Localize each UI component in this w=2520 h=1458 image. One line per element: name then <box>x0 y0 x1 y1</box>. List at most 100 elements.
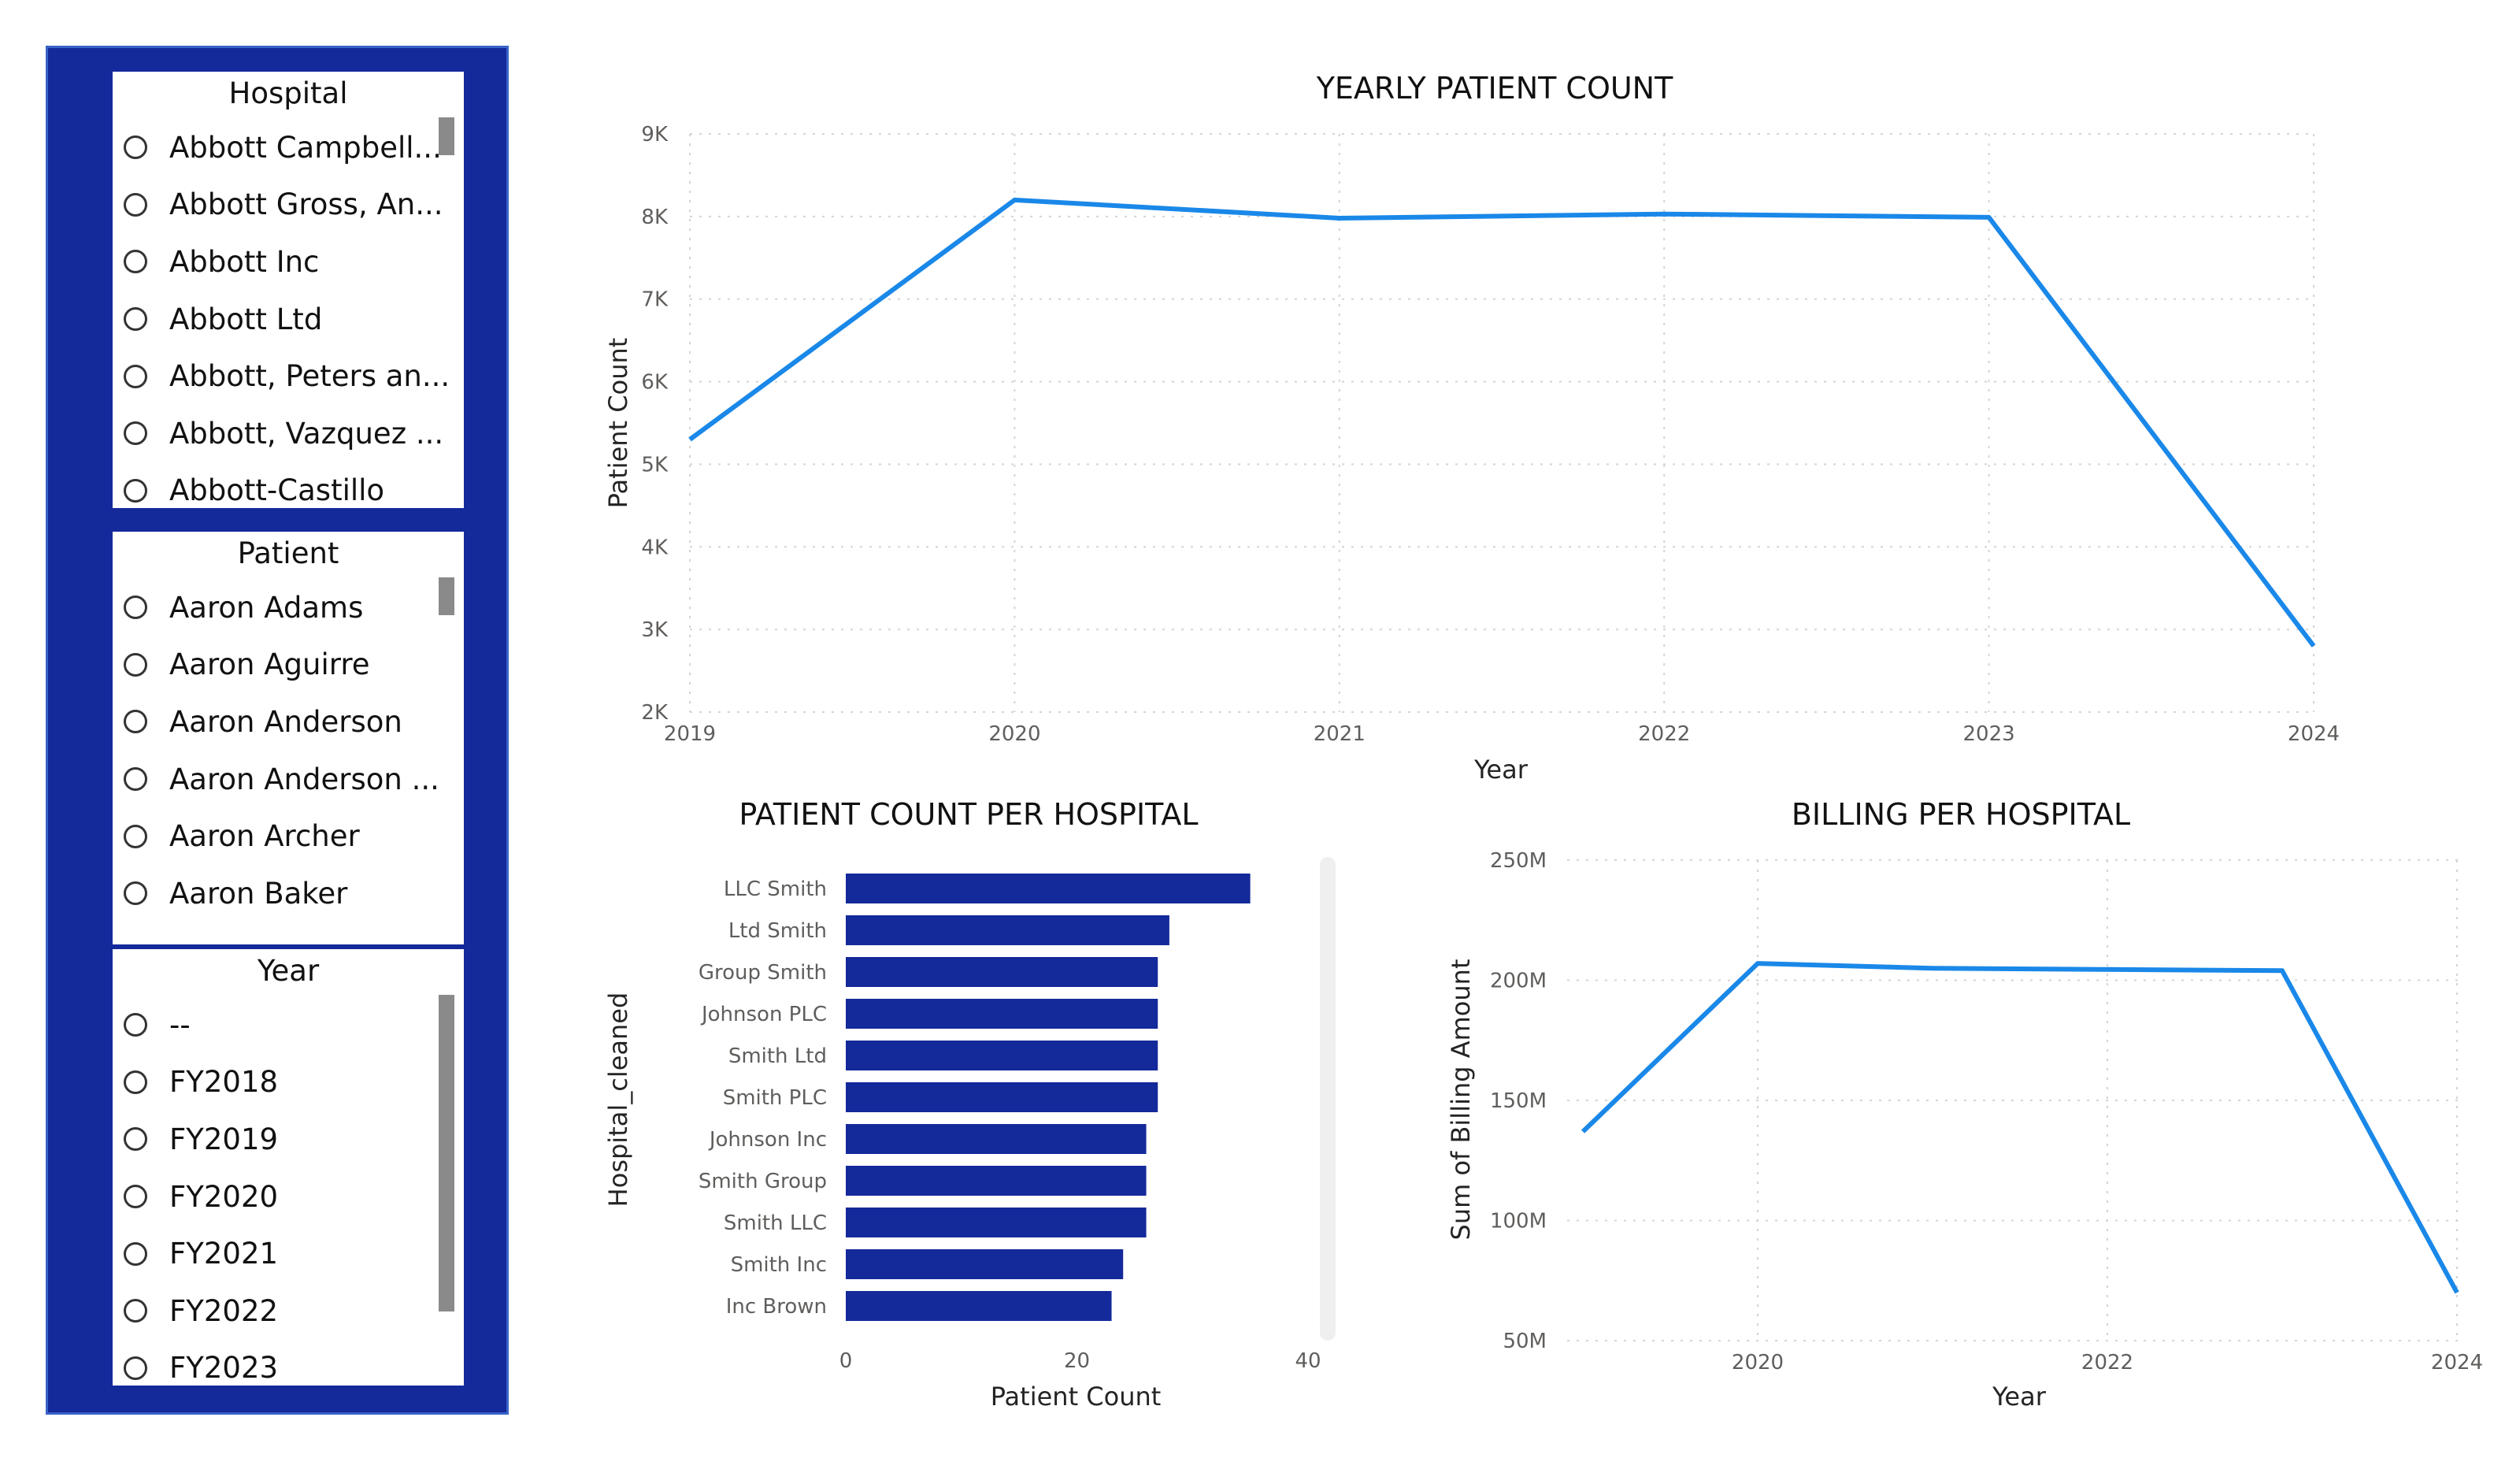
y-tick-label: Inc Brown <box>726 1295 827 1319</box>
patient-option-label: Aaron Adams <box>169 590 364 625</box>
radio-button[interactable] <box>124 1070 147 1094</box>
y-tick-label: 50M <box>1503 1330 1547 1353</box>
y-tick-label: Group Smith <box>699 961 827 985</box>
radio-button[interactable] <box>124 1299 147 1323</box>
patient-slicer: Patient Aaron Adams Aaron Aguirre Aaron An… <box>113 532 464 944</box>
radio-button[interactable] <box>124 1356 147 1380</box>
radio-button[interactable] <box>124 1185 147 1209</box>
hospital-option-label: Abbott-Castillo <box>169 473 385 508</box>
x-tick-label: 2024 <box>2431 1351 2483 1375</box>
x-tick-label: 2019 <box>664 722 716 746</box>
yearly-patient-count-chart[interactable]: 2K 3K 4K 5K 6K 7K 8K 9K 2019 2020 2021 2022 2023 2024… <box>603 123 2340 785</box>
y-axis-title: Hospital_cleaned <box>603 992 633 1208</box>
radio-button[interactable] <box>124 478 147 503</box>
radio-button[interactable] <box>124 767 147 792</box>
hospital-option[interactable]: Abbott Gross, An... <box>113 176 464 234</box>
year-option[interactable]: FY2022 <box>113 1282 464 1340</box>
y-tick-label: 2K <box>641 701 669 725</box>
year-option[interactable]: FY2020 <box>113 1168 464 1226</box>
y-tick-label: Smith Inc <box>731 1253 827 1277</box>
hospital-option[interactable]: Abbott-Castillo <box>113 462 464 508</box>
x-tick-label: 2022 <box>1638 722 1690 746</box>
year-slicer-list: -- FY2018 FY2019 FY2020 FY2021 FY2022 FY2023 <box>113 996 464 1386</box>
x-tick-label: 2020 <box>1732 1351 1784 1375</box>
x-tick-label: 2024 <box>2288 722 2340 746</box>
year-option-label: FY2019 <box>169 1122 279 1156</box>
radio-button[interactable] <box>124 1127 147 1152</box>
radio-button[interactable] <box>124 250 147 274</box>
x-tick-label: 20 <box>1064 1349 1090 1373</box>
radio-button[interactable] <box>124 307 147 332</box>
year-option-label: FY2020 <box>169 1179 279 1214</box>
filter-panel: Hospital Abbott Campbell... Abbott Gross,… <box>46 46 509 1415</box>
hospital-option[interactable]: Abbott Inc <box>113 233 464 291</box>
radio-button[interactable] <box>124 1013 147 1037</box>
year-option[interactable]: FY2019 <box>113 1111 464 1168</box>
hospital-bar <box>846 1291 1112 1321</box>
patient-option[interactable]: Aaron Anderson ... <box>113 751 464 808</box>
hospital-option[interactable]: Abbott Campbell... <box>113 119 464 176</box>
y-tick-label: Smith LLC <box>724 1211 827 1235</box>
patient-slicer-title: Patient <box>237 536 339 570</box>
radio-button[interactable] <box>124 1241 147 1266</box>
hospital-bar <box>846 915 1169 945</box>
hospital-bar <box>846 1124 1147 1154</box>
hospital-option[interactable]: Abbott, Vazquez ... <box>113 405 464 462</box>
radio-button[interactable] <box>124 881 147 906</box>
y-tick-label: 9K <box>641 123 669 147</box>
year-option[interactable]: FY2018 <box>113 1054 464 1111</box>
patient-count-per-hospital-chart[interactable]: LLC Smith Ltd Smith Group Smith Johnson PLC… <box>603 857 1336 1412</box>
year-option-label: FY2021 <box>169 1237 279 1271</box>
radio-button[interactable] <box>124 595 147 620</box>
year-option-label: FY2018 <box>169 1065 279 1100</box>
x-tick-label: 2023 <box>1963 722 2015 746</box>
radio-button[interactable] <box>124 421 147 446</box>
y-tick-label: Ltd Smith <box>728 919 827 943</box>
y-axis-title: Sum of Billing Amount <box>1446 959 1476 1241</box>
y-tick-label: Johnson Inc <box>708 1128 827 1152</box>
year-slicer: Year -- FY2018 FY2019 FY2020 FY2021 FY2022 FY2… <box>113 949 464 1386</box>
y-tick-label: 6K <box>641 371 669 395</box>
radio-button[interactable] <box>124 710 147 734</box>
hospital-option-label: Abbott Ltd <box>169 302 323 336</box>
radio-button[interactable] <box>124 135 147 160</box>
year-option[interactable]: FY2023 <box>113 1340 464 1386</box>
patient-scrollbar[interactable] <box>439 577 454 615</box>
hospital-bar <box>846 1041 1158 1070</box>
year-option-label: FY2023 <box>169 1351 279 1386</box>
patient-option-label: Aaron Anderson <box>169 704 402 739</box>
year-slicer-title: Year <box>257 954 320 988</box>
patient-option[interactable]: Aaron Anderson <box>113 693 464 751</box>
patient-per-hospital-chart-title: PATIENT COUNT PER HOSPITAL <box>739 797 1199 832</box>
y-tick-label: Smith Ltd <box>728 1044 827 1068</box>
hospital-option[interactable]: Abbott, Peters an... <box>113 347 464 405</box>
hospital-option-label: Abbott, Vazquez ... <box>169 416 444 451</box>
year-option-label: FY2022 <box>169 1293 279 1328</box>
billing-per-hospital-chart[interactable]: 50M 100M 150M 200M 250M 2020 2022 2024 Year Sum o… <box>1446 849 2483 1412</box>
patient-option[interactable]: Aaron Adams <box>113 579 464 636</box>
y-axis-title: Patient Count <box>603 338 633 509</box>
radio-button[interactable] <box>124 652 147 677</box>
patient-option[interactable]: Aaron Baker <box>113 865 464 922</box>
year-option[interactable]: -- <box>113 996 464 1054</box>
year-option[interactable]: FY2021 <box>113 1225 464 1282</box>
patient-option[interactable]: Aaron Archer <box>113 807 464 865</box>
patient-option-label: Aaron Anderson ... <box>169 762 439 796</box>
y-tick-label: 7K <box>641 288 669 312</box>
y-tick-label: 250M <box>1490 849 1547 873</box>
hospital-bar <box>846 1082 1158 1112</box>
patient-option-label: Aaron Baker <box>169 876 348 911</box>
bar-chart-scrollbar <box>1320 857 1336 1341</box>
y-tick-label: 8K <box>641 206 669 229</box>
radio-button[interactable] <box>124 364 147 388</box>
yearly-patient-chart-title: YEARLY PATIENT COUNT <box>1316 71 1673 106</box>
radio-button[interactable] <box>124 824 147 848</box>
year-scrollbar[interactable] <box>439 995 454 1311</box>
x-tick-label: 2022 <box>2081 1351 2133 1375</box>
hospital-option[interactable]: Abbott Ltd <box>113 291 464 348</box>
hospital-slicer-title: Hospital <box>228 76 348 110</box>
hospital-scrollbar[interactable] <box>439 117 454 155</box>
radio-button[interactable] <box>124 192 147 217</box>
patient-option[interactable]: Aaron Aguirre <box>113 636 464 694</box>
